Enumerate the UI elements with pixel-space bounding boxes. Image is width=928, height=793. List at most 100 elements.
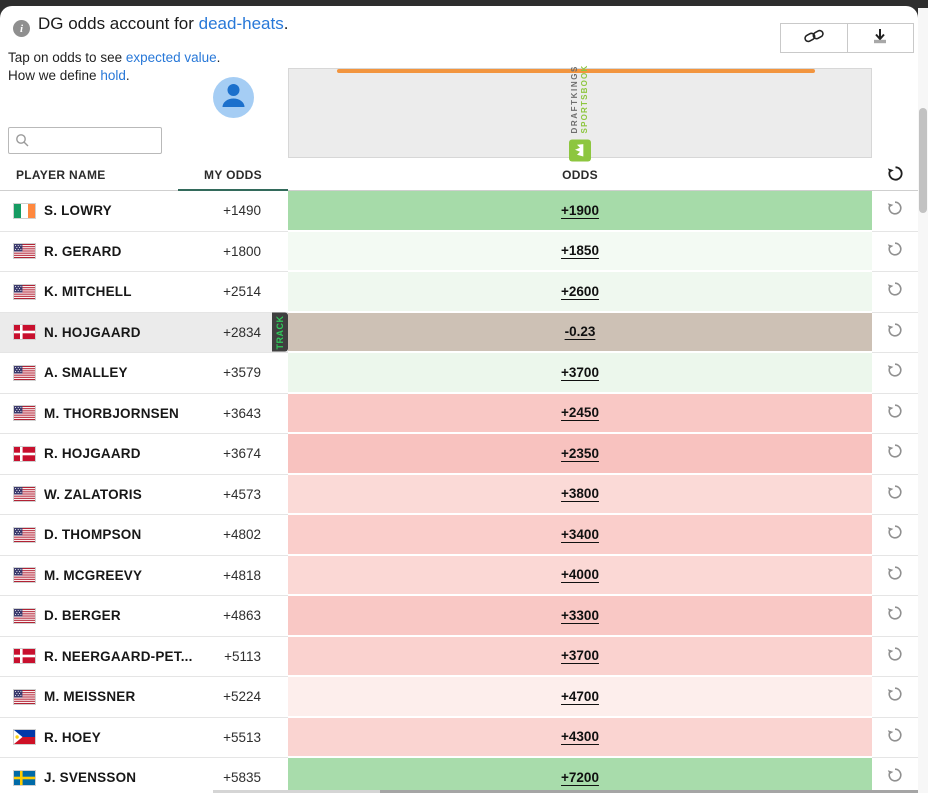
odds-history-button[interactable] xyxy=(872,191,918,232)
expected-value-link[interactable]: expected value xyxy=(125,50,217,65)
country-flag-icon xyxy=(14,770,35,785)
odds-value-link[interactable]: +3800 xyxy=(561,486,599,502)
odds-history-button[interactable] xyxy=(872,272,918,313)
track-badge[interactable]: TRACK xyxy=(272,312,288,351)
book-name-line2: SPORTSBOOK xyxy=(580,64,589,134)
user-avatar[interactable] xyxy=(213,77,254,118)
odds-history-button[interactable] xyxy=(872,717,918,758)
column-my-odds[interactable]: MY ODDS xyxy=(204,168,262,182)
odds-value-link[interactable]: +2350 xyxy=(561,445,599,461)
odds-history-button[interactable] xyxy=(872,555,918,596)
column-odds[interactable]: ODDS xyxy=(562,168,598,182)
odds-cell[interactable]: TRACK +1900 xyxy=(288,191,872,232)
hint-period2: . xyxy=(125,68,130,83)
history-icon xyxy=(887,403,903,424)
my-odds-value: +5513 xyxy=(223,729,261,745)
history-icon xyxy=(887,484,903,505)
table-row: R. GERARD +1800 TRACK +1850 xyxy=(0,231,918,272)
odds-cell[interactable]: TRACK +4300 xyxy=(288,717,872,758)
hint-hold: How we define hold. xyxy=(8,68,130,83)
player-cell: W. ZALATORIS +4573 xyxy=(0,474,288,515)
page-title: DG odds account for dead-heats. xyxy=(38,14,288,34)
history-column-icon[interactable] xyxy=(872,165,918,187)
odds-history-button[interactable] xyxy=(872,636,918,677)
odds-value-link[interactable]: -0.23 xyxy=(564,324,596,340)
odds-cell[interactable]: TRACK +3300 xyxy=(288,596,872,637)
history-icon xyxy=(887,200,903,221)
my-odds-value: +3674 xyxy=(223,446,261,462)
odds-cell[interactable]: TRACK +4000 xyxy=(288,555,872,596)
odds-history-button[interactable] xyxy=(872,231,918,272)
odds-history-button[interactable] xyxy=(872,312,918,353)
player-cell: R. HOJGAARD +3674 xyxy=(0,434,288,475)
odds-history-button[interactable] xyxy=(872,434,918,475)
player-cell: N. HOJGAARD +2834 xyxy=(0,312,288,353)
player-cell: M. MCGREEVY +4818 xyxy=(0,555,288,596)
odds-history-button[interactable] xyxy=(872,758,918,793)
my-odds-value: +1800 xyxy=(223,243,261,259)
my-odds-value: +4818 xyxy=(223,567,261,583)
odds-cell[interactable]: TRACK +4700 xyxy=(288,677,872,718)
player-name: D. THOMPSON xyxy=(44,527,142,543)
odds-value-link[interactable]: +4300 xyxy=(561,729,599,745)
odds-value-link[interactable]: +3400 xyxy=(561,526,599,542)
dead-heats-link[interactable]: dead-heats xyxy=(198,14,284,33)
history-icon xyxy=(887,646,903,667)
odds-cell[interactable]: TRACK +7200 xyxy=(288,758,872,793)
odds-history-button[interactable] xyxy=(872,596,918,637)
country-flag-icon xyxy=(14,689,35,704)
odds-value-link[interactable]: +3700 xyxy=(561,364,599,380)
my-odds-value: +5113 xyxy=(224,648,261,664)
odds-history-button[interactable] xyxy=(872,393,918,434)
player-name: R. GERARD xyxy=(44,243,122,259)
player-cell: R. NEERGAARD-PET... +5113 xyxy=(0,636,288,677)
odds-cell[interactable]: TRACK +3700 xyxy=(288,353,872,394)
my-odds-value: +2514 xyxy=(223,284,261,300)
hint-period: . xyxy=(216,50,221,65)
table-row: A. SMALLEY +3579 TRACK +3700 xyxy=(0,353,918,394)
odds-history-button[interactable] xyxy=(872,677,918,718)
odds-value-link[interactable]: +4700 xyxy=(561,688,599,704)
odds-value-link[interactable]: +2600 xyxy=(561,283,599,299)
odds-history-button[interactable] xyxy=(872,353,918,394)
scrollbar-thumb[interactable] xyxy=(919,108,927,213)
search-input[interactable] xyxy=(30,133,161,148)
odds-cell[interactable]: TRACK +3800 xyxy=(288,474,872,515)
table-row: S. LOWRY +1490 TRACK +1900 xyxy=(0,191,918,232)
player-name: R. HOJGAARD xyxy=(44,446,141,462)
odds-table-body: S. LOWRY +1490 TRACK +1900 R. GERARD +18… xyxy=(0,191,918,793)
odds-value-link[interactable]: +3700 xyxy=(561,648,599,664)
odds-history-button[interactable] xyxy=(872,474,918,515)
player-name: R. NEERGAARD-PET... xyxy=(44,648,193,664)
odds-cell[interactable]: TRACK +1850 xyxy=(288,231,872,272)
hold-link[interactable]: hold xyxy=(100,68,126,83)
table-row: R. NEERGAARD-PET... +5113 TRACK +3700 xyxy=(0,636,918,677)
sportsbook-header-draftkings[interactable]: DRAFTKINGS SPORTSBOOK xyxy=(288,64,872,162)
share-link-button[interactable] xyxy=(781,24,847,52)
odds-cell[interactable]: TRACK +2600 xyxy=(288,272,872,313)
country-flag-icon xyxy=(14,568,35,583)
player-cell: S. LOWRY +1490 xyxy=(0,191,288,232)
history-icon xyxy=(887,767,903,788)
odds-value-link[interactable]: +4000 xyxy=(561,567,599,583)
odds-cell[interactable]: TRACK +3400 xyxy=(288,515,872,556)
table-row: R. HOJGAARD +3674 TRACK +2350 xyxy=(0,434,918,475)
scrollbar-track[interactable] xyxy=(918,8,928,793)
odds-history-button[interactable] xyxy=(872,515,918,556)
info-icon[interactable]: i xyxy=(13,20,30,37)
odds-cell[interactable]: TRACK +2350 xyxy=(288,434,872,475)
history-icon xyxy=(887,727,903,748)
odds-value-link[interactable]: +7200 xyxy=(561,769,599,785)
odds-value-link[interactable]: +3300 xyxy=(561,607,599,623)
odds-value-link[interactable]: +1900 xyxy=(561,202,599,218)
odds-cell[interactable]: TRACK -0.23 xyxy=(272,312,872,353)
odds-cell[interactable]: TRACK +3700 xyxy=(288,636,872,677)
sportsbook-accent-line xyxy=(337,69,815,73)
odds-value-link[interactable]: +2450 xyxy=(561,405,599,421)
my-odds-value: +3643 xyxy=(223,405,261,421)
odds-cell[interactable]: TRACK +2450 xyxy=(288,393,872,434)
download-button[interactable] xyxy=(846,24,914,52)
odds-value-link[interactable]: +1850 xyxy=(561,243,599,259)
table-row: N. HOJGAARD +2834 TRACK -0.23 xyxy=(0,312,918,353)
